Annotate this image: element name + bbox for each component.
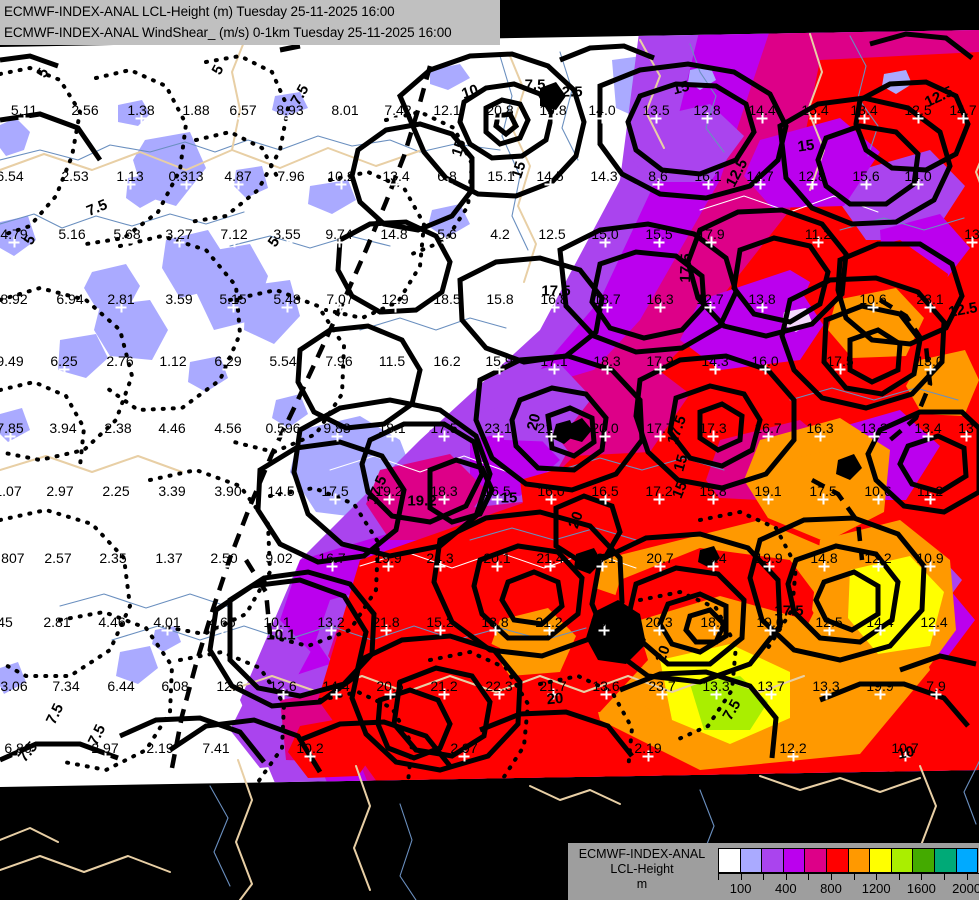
title-line-windshear: ECMWF-INDEX-ANAL WindShear_ (m/s) 0-1km … <box>4 25 452 40</box>
legend-swatch-10[interactable] <box>933 848 957 873</box>
legend-tick <box>876 873 878 880</box>
legend-tick-label: 1200 <box>861 881 891 896</box>
legend-title-line1: ECMWF-INDEX-ANAL <box>578 847 706 861</box>
legend-swatch-0[interactable] <box>718 848 741 873</box>
legend-tick <box>944 873 945 880</box>
title-bar: ECMWF-INDEX-ANAL LCL-Height (m) Tuesday … <box>0 0 500 45</box>
legend-units: m <box>636 877 648 891</box>
legend-axis-line <box>718 873 979 874</box>
legend-swatch-8[interactable] <box>890 848 914 873</box>
legend-swatch-7[interactable] <box>869 848 892 873</box>
legend-tick <box>921 873 923 880</box>
legend-tick-label: 2000 <box>952 881 979 896</box>
windshear-contours <box>0 31 979 784</box>
windshear-solid-contours <box>0 31 979 774</box>
legend-caption: ECMWF-INDEX-ANAL LCL-Height m <box>572 847 712 892</box>
legend-tick <box>785 873 787 880</box>
legend-tick <box>831 873 832 880</box>
legend-tick <box>898 873 900 880</box>
legend-tick <box>740 873 742 880</box>
legend-swatch-5[interactable] <box>825 848 849 873</box>
legend-title-line2: LCL-Height <box>610 862 674 876</box>
legend-tick-label: 100 <box>729 881 752 896</box>
legend-tick-label: 400 <box>774 881 797 896</box>
legend-swatch-3[interactable] <box>782 848 806 873</box>
legend-swatch-6[interactable] <box>847 848 871 873</box>
legend-swatch-2[interactable] <box>761 848 784 873</box>
legend-swatch-1[interactable] <box>739 848 763 873</box>
legend-tick <box>808 873 810 880</box>
legend-tick-label: 1600 <box>906 881 936 896</box>
legend-swatch-11[interactable] <box>955 848 979 873</box>
color-scale-legend[interactable]: ECMWF-INDEX-ANAL LCL-Height m 100 400 800 1… <box>568 843 979 900</box>
legend-tick-label: 800 <box>820 881 842 896</box>
windshear-maxima-markers <box>540 82 862 664</box>
legend-swatch-9[interactable] <box>912 848 935 873</box>
title-line-lcl-height: ECMWF-INDEX-ANAL LCL-Height (m) Tuesday … <box>4 4 395 19</box>
legend-tick <box>718 873 719 880</box>
legend-tick <box>853 873 855 880</box>
legend-swatches[interactable] <box>718 848 979 873</box>
lcl-height-filled-field <box>0 30 979 787</box>
legend-tick <box>966 873 968 880</box>
legend-swatch-4[interactable] <box>804 848 827 873</box>
legend-tick <box>763 873 765 880</box>
